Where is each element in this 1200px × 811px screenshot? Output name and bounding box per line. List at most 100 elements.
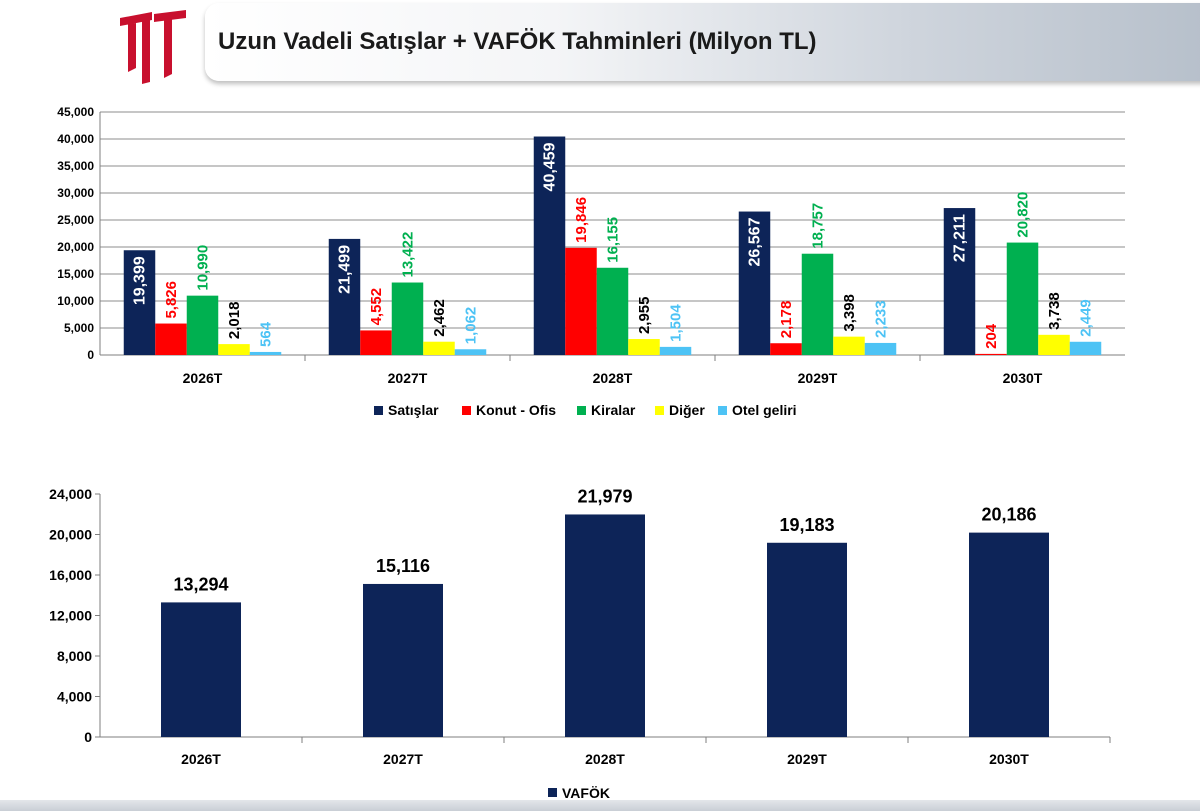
bar-vafok	[565, 514, 645, 737]
legend-swatch	[548, 788, 557, 797]
bar-sat-lar	[943, 208, 976, 355]
bar-otel-geliri	[864, 342, 897, 355]
bar-otel-geliri	[1069, 341, 1102, 355]
data-label: 13,422	[400, 232, 417, 278]
y-tick-label: 10,000	[57, 294, 94, 308]
data-label: 204	[983, 323, 1000, 349]
x-tick-label: 2029T	[798, 370, 838, 386]
bar-otel-geliri	[454, 349, 487, 355]
data-label: 5,826	[163, 281, 180, 319]
data-label: 16,155	[605, 217, 622, 263]
bar-di-er	[833, 336, 865, 355]
sales-chart: 0 5,000 10,000 15,000 20,000 25,000 30,000 35,0…	[57, 105, 1125, 418]
legend-label: Konut - Ofis	[476, 402, 556, 418]
y-tick-label: 45,000	[57, 105, 94, 119]
legend-label: Satışlar	[388, 402, 439, 418]
data-label: 18,757	[810, 203, 827, 249]
x-tick-label: 2027T	[383, 751, 423, 767]
y-tick-label: 35,000	[57, 159, 94, 173]
footer-divider	[0, 800, 1200, 811]
bar-konut-ofis	[155, 323, 187, 355]
data-label: 15,116	[376, 556, 430, 576]
x-tick-label: 2029T	[787, 751, 827, 767]
data-label: 26,567	[747, 217, 764, 266]
bar-sat-lar	[123, 250, 156, 355]
bar-konut-ofis	[360, 330, 392, 355]
data-label: 10,990	[195, 245, 212, 291]
y-tick-label: 20,000	[49, 527, 92, 543]
legend-swatch	[577, 406, 586, 415]
data-label: 2,449	[1078, 299, 1095, 337]
x-tick-label: 2030T	[1003, 370, 1043, 386]
page-title: Uzun Vadeli Satışlar + VAFÖK Tahminleri …	[218, 28, 817, 55]
company-logo	[120, 10, 186, 84]
data-label: 20,820	[1015, 192, 1032, 238]
x-tick-label: 2028T	[593, 370, 633, 386]
y-tick-label: 16,000	[49, 567, 92, 583]
data-label: 21,979	[577, 486, 632, 506]
x-tick-label: 2026T	[181, 751, 221, 767]
y-tick-label: 8,000	[57, 648, 92, 664]
y-tick-label: 5,000	[64, 321, 94, 335]
y-tick-label: 24,000	[49, 486, 92, 502]
data-label: 564	[258, 321, 275, 347]
data-label: 2,233	[873, 300, 890, 338]
data-label: 2,955	[636, 296, 653, 334]
bar-konut-ofis	[565, 247, 597, 355]
x-tick-label: 2030T	[989, 751, 1029, 767]
legend-label: Otel geliri	[732, 402, 797, 418]
data-label: 19,399	[132, 256, 149, 305]
y-tick-label: 0	[87, 348, 94, 362]
bar-di-er	[423, 341, 455, 355]
bar-sat-lar	[738, 211, 771, 355]
bar-kiralar	[1006, 242, 1039, 355]
bar-vafok	[161, 602, 241, 737]
bar-otel-geliri	[659, 346, 692, 355]
y-tick-label: 12,000	[49, 608, 92, 624]
bar-konut-ofis	[770, 343, 802, 355]
data-label: 2,178	[778, 301, 795, 339]
y-tick-label: 20,000	[57, 240, 94, 254]
bar-konut-ofis	[975, 353, 1007, 355]
legend-swatch	[655, 406, 664, 415]
bar-kiralar	[186, 295, 219, 355]
data-label: 2,462	[431, 299, 448, 337]
legend-label: VAFÖK	[562, 785, 610, 800]
data-label: 27,211	[952, 214, 969, 262]
data-label: 20,186	[981, 505, 1036, 525]
y-tick-label: 30,000	[57, 186, 94, 200]
data-label: 21,499	[337, 245, 354, 294]
bar-sat-lar	[328, 238, 361, 355]
bar-kiralar	[801, 253, 834, 355]
data-label: 40,459	[542, 142, 559, 191]
legend-swatch	[718, 406, 727, 415]
data-label: 19,846	[573, 197, 590, 243]
bar-vafok	[363, 583, 443, 737]
bar-di-er	[1038, 334, 1070, 355]
bar-di-er	[218, 344, 250, 355]
bar-otel-geliri	[249, 351, 282, 355]
vafok-chart: 0 4,000 8,000 12,000 16,000 20,000 24,000 2026T…	[49, 486, 1111, 800]
legend-swatch	[374, 406, 383, 415]
data-label: 1,504	[668, 304, 685, 342]
bar-vafok	[969, 532, 1049, 737]
data-label: 1,062	[463, 307, 480, 345]
y-tick-label: 15,000	[57, 267, 94, 281]
legend-swatch	[462, 406, 471, 415]
header-band	[205, 3, 1200, 81]
y-tick-label: 4,000	[57, 689, 92, 705]
x-tick-label: 2028T	[585, 751, 625, 767]
y-tick-label: 40,000	[57, 132, 94, 146]
bar-sat-lar	[533, 136, 566, 355]
data-label: 3,398	[841, 294, 858, 332]
y-tick-label: 25,000	[57, 213, 94, 227]
data-label: 19,183	[779, 515, 834, 535]
data-label: 4,552	[368, 288, 385, 326]
bar-vafok	[767, 542, 847, 737]
bar-kiralar	[391, 282, 424, 355]
data-label: 13,294	[173, 574, 228, 594]
x-tick-label: 2027T	[388, 370, 428, 386]
bar-kiralar	[596, 267, 629, 355]
y-tick-label: 0	[84, 729, 92, 745]
bar-di-er	[628, 339, 660, 355]
